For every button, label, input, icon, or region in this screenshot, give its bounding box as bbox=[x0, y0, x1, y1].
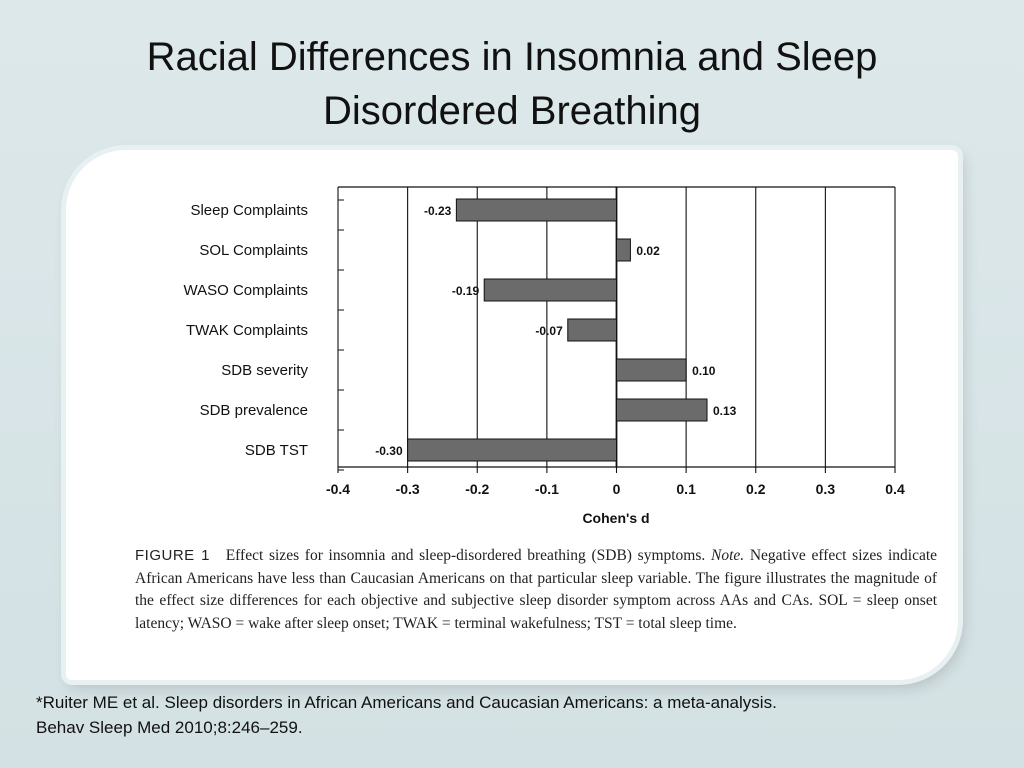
category-label: TWAK Complaints bbox=[186, 322, 308, 339]
caption-text-start: Effect sizes for insomnia and sleep-diso… bbox=[225, 547, 706, 564]
category-label: SDB prevalence bbox=[200, 402, 308, 419]
figure-caption: FIGURE 1 Effect sizes for insomnia and s… bbox=[135, 545, 937, 635]
x-tick-label: 0 bbox=[613, 481, 621, 497]
bar bbox=[616, 358, 687, 382]
citation-line-1: *Ruiter ME et al. Sleep disorders in Afr… bbox=[36, 693, 777, 712]
bar bbox=[567, 318, 618, 342]
chart-bars bbox=[407, 198, 708, 462]
x-tick-label: 0.2 bbox=[746, 481, 766, 497]
bar bbox=[616, 398, 708, 422]
x-tick-label: 0.3 bbox=[816, 481, 836, 497]
chart-labels: -0.4 -0.3 -0.2 -0.1 0 0.1 0.2 0.3 0.4 Sleep Compl… bbox=[184, 202, 905, 497]
data-label: -0.23 bbox=[424, 204, 452, 218]
category-label: SDB TST bbox=[245, 442, 308, 459]
caption-note-label: Note. bbox=[710, 547, 745, 564]
caption-text-rest: Negative effect sizes indicate African A… bbox=[135, 547, 938, 632]
x-tick-label: -0.1 bbox=[535, 481, 559, 497]
x-tick-label: 0.1 bbox=[676, 481, 696, 497]
x-tick-label: -0.2 bbox=[465, 481, 489, 497]
category-label: Sleep Complaints bbox=[190, 202, 308, 219]
citation-line-2: Behav Sleep Med 2010;8:246–259. bbox=[36, 718, 303, 737]
x-tick-label: -0.4 bbox=[326, 481, 350, 497]
category-label: SDB severity bbox=[221, 362, 308, 379]
data-label: -0.19 bbox=[452, 284, 480, 298]
data-label: 0.10 bbox=[692, 364, 716, 378]
bar bbox=[407, 438, 617, 462]
x-tick-label: -0.3 bbox=[396, 481, 420, 497]
figure-panel bbox=[66, 150, 958, 680]
bar bbox=[455, 198, 617, 222]
x-tick-label: 0.4 bbox=[885, 481, 905, 497]
category-label: SOL Complaints bbox=[199, 242, 308, 259]
effect-size-chart: -0.4 -0.3 -0.2 -0.1 0 0.1 0.2 0.3 0.4 Sleep Compl… bbox=[184, 186, 905, 526]
category-label: WASO Complaints bbox=[184, 282, 308, 299]
data-label: 0.13 bbox=[713, 404, 737, 418]
bar bbox=[483, 278, 617, 302]
figure-label: FIGURE 1 bbox=[135, 547, 210, 564]
bar bbox=[616, 238, 631, 262]
data-label: -0.07 bbox=[535, 324, 563, 338]
data-label: 0.02 bbox=[636, 244, 660, 258]
x-axis-label: Cohen's d bbox=[582, 510, 649, 526]
data-label: -0.30 bbox=[375, 444, 403, 458]
slide-title: Racial Differences in Insomnia and Sleep… bbox=[146, 35, 878, 133]
citation: *Ruiter ME et al. Sleep disorders in Afr… bbox=[36, 690, 996, 740]
